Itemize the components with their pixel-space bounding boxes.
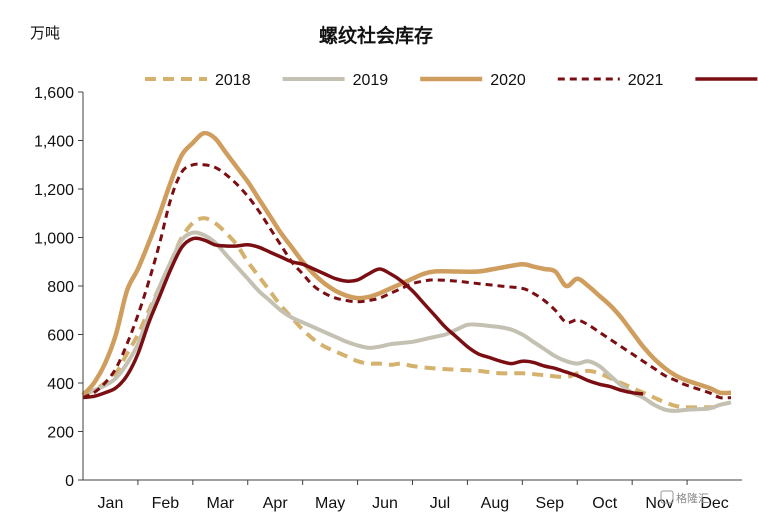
series-line-2022	[82, 236, 644, 400]
legend-label-2019: 2019	[353, 72, 389, 89]
watermark-text: 格隆汇	[676, 491, 709, 505]
chart-title: 螺纹社会库存	[319, 24, 433, 47]
y-axis-ticks: 0 200 400 600 800 1,000 1,200 1,400 1,600	[34, 85, 83, 490]
y-tick-label: 200	[47, 425, 74, 442]
x-tick-label-jun: Jun	[372, 495, 398, 512]
axes	[82, 92, 742, 481]
legend-label-2018: 2018	[215, 72, 251, 89]
series-layer	[81, 130, 732, 413]
legend-label-2020: 2020	[490, 72, 526, 89]
series-line-2020	[81, 130, 732, 397]
y-tick-label: 0	[65, 473, 74, 490]
y-tick-label: 1,400	[34, 134, 74, 151]
x-tick-label-feb: Feb	[152, 495, 180, 512]
x-tick-label-mar: Mar	[207, 495, 235, 512]
series-line-2021	[82, 162, 732, 400]
x-tick-label-dec: Dec	[700, 495, 728, 512]
y-tick-label: 1,200	[34, 182, 74, 199]
x-axis-ticks: Jan Feb Mar Apr May Jun Jul Aug Sep Oct Nov Dec	[98, 480, 729, 512]
legend-label-2021: 2021	[628, 72, 664, 89]
y-tick-label: 400	[47, 376, 74, 393]
x-tick-label-sep: Sep	[536, 495, 565, 512]
y-tick-label: 600	[47, 328, 74, 345]
x-tick-label-may: May	[315, 495, 345, 512]
x-tick-label-jul: Jul	[430, 495, 450, 512]
series-line-2019	[82, 230, 732, 413]
y-tick-label: 1,000	[34, 231, 74, 248]
x-tick-label-aug: Aug	[481, 495, 509, 512]
watermark-logo-icon	[660, 490, 674, 504]
x-tick-label-oct: Oct	[592, 495, 617, 512]
x-tick-label-jan: Jan	[98, 495, 124, 512]
y-tick-label: 1,600	[34, 85, 74, 102]
y-tick-label: 800	[47, 279, 74, 296]
x-tick-label-nov: Nov	[645, 495, 673, 512]
x-tick-label-apr: Apr	[263, 495, 289, 512]
y-axis-unit-label: 万吨	[30, 24, 60, 42]
legend: 20182019202020212022	[145, 72, 758, 89]
watermark: 格隆汇	[660, 490, 709, 505]
